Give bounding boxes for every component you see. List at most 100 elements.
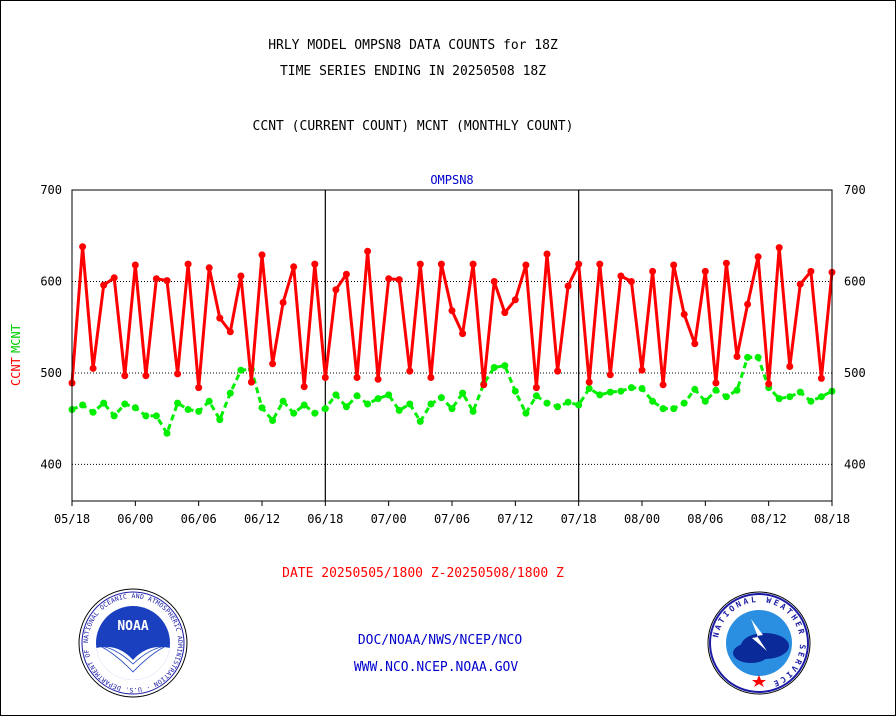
data-point-mcnt (459, 389, 467, 397)
data-point-ccnt (501, 309, 509, 317)
data-point-ccnt (247, 378, 255, 386)
y-axis-label-ccnt: CCNT (9, 357, 23, 386)
noaa-logo-label: NOAA (117, 619, 148, 634)
data-point-ccnt (459, 330, 467, 338)
data-point-mcnt (205, 397, 213, 405)
series-line-ccnt (70, 245, 834, 390)
data-point-ccnt (617, 272, 625, 280)
data-point-mcnt (606, 388, 614, 396)
tick-labels: 400 400 500 500 600 600 700 700 05/18 06/00 06/06 0… (40, 183, 865, 526)
x-tick-label: 08/06 (687, 512, 723, 526)
data-point-ccnt (121, 372, 129, 380)
data-point-ccnt (606, 371, 614, 379)
data-point-mcnt (321, 405, 329, 413)
data-point-mcnt (100, 399, 108, 407)
data-point-mcnt (448, 405, 456, 413)
data-point-ccnt (532, 384, 540, 392)
data-point-mcnt (543, 399, 551, 407)
data-point-mcnt (817, 393, 825, 401)
data-point-mcnt (712, 386, 720, 394)
data-point-ccnt (796, 280, 804, 288)
x-tick-label: 07/12 (497, 512, 533, 526)
data-point-mcnt (701, 397, 709, 405)
data-point-ccnt (269, 360, 277, 368)
x-tick-label: 08/12 (751, 512, 787, 526)
data-point-mcnt (469, 407, 477, 415)
data-point-ccnt (290, 263, 298, 271)
data-point-mcnt (754, 353, 762, 361)
data-point-mcnt (659, 405, 667, 413)
chart-title: HRLY MODEL OMPSN8 DATA COUNTS for 18Z (268, 38, 558, 53)
series-layer (68, 243, 836, 437)
data-point-ccnt (817, 374, 825, 382)
data-point-mcnt (649, 397, 657, 405)
data-point-ccnt (131, 261, 139, 269)
data-point-mcnt (617, 387, 625, 395)
x-tick-label: 07/18 (561, 512, 597, 526)
data-point-ccnt (722, 259, 730, 267)
data-point-ccnt (216, 314, 224, 322)
data-point-ccnt (279, 299, 287, 306)
chart-subtitle: TIME SERIES ENDING IN 20250508 18Z (279, 64, 547, 79)
data-point-ccnt (585, 378, 593, 386)
y-axis-label-mcnt: MCNT (9, 324, 23, 353)
data-point-mcnt (786, 393, 794, 401)
data-point-mcnt (575, 401, 583, 409)
data-point-mcnt (184, 406, 192, 413)
data-point-ccnt (152, 275, 160, 283)
data-point-mcnt (691, 385, 699, 393)
data-point-ccnt (258, 251, 266, 259)
data-point-ccnt (416, 260, 424, 268)
data-point-mcnt (385, 391, 393, 399)
data-point-ccnt (627, 278, 635, 285)
series-description: CCNT (CURRENT COUNT) MCNT (MONTHLY COUNT… (252, 119, 574, 134)
nws-logo[interactable]: NATIONAL WEATHER SERVICE (707, 591, 811, 695)
data-point-mcnt (775, 395, 783, 403)
data-point-ccnt (311, 260, 319, 268)
data-point-mcnt (733, 386, 741, 394)
data-point-ccnt (765, 380, 773, 388)
date-range: DATE 20250505/1800 Z-20250508/1800 Z (282, 566, 564, 581)
data-point-ccnt (342, 270, 350, 278)
data-point-mcnt (638, 385, 646, 392)
data-point-ccnt (374, 375, 382, 383)
data-point-ccnt (807, 267, 815, 275)
data-point-ccnt (480, 381, 488, 389)
data-point-mcnt (627, 384, 635, 392)
data-point-ccnt (364, 247, 372, 255)
data-point-mcnt (511, 387, 519, 395)
data-point-mcnt (437, 394, 445, 402)
data-point-ccnt (522, 261, 530, 269)
data-point-mcnt (290, 409, 298, 417)
agency-text: DOC/NOAA/NWS/NCEP/NCO (357, 633, 523, 648)
y-tick-label-left: 700 (40, 183, 62, 197)
data-point-mcnt (216, 416, 224, 424)
noaa-logo[interactable]: NATIONAL OCEANIC AND ATMOSPHERIC ADMINIS… (78, 588, 188, 698)
x-tick-label: 07/00 (371, 512, 407, 526)
x-tick-label: 05/18 (54, 512, 90, 526)
data-point-ccnt (670, 261, 678, 269)
data-point-ccnt (754, 253, 762, 261)
data-point-mcnt (279, 397, 287, 405)
data-point-ccnt (490, 278, 498, 285)
data-point-ccnt (89, 364, 97, 372)
data-point-ccnt (321, 374, 329, 381)
data-point-ccnt (511, 296, 519, 304)
data-point-mcnt (490, 364, 498, 371)
x-tick-label: 06/06 (181, 512, 217, 526)
data-point-ccnt (300, 383, 308, 391)
data-point-ccnt (395, 276, 403, 284)
data-point-ccnt (744, 300, 752, 308)
x-tick-label: 08/18 (814, 512, 850, 526)
x-tick-label: 06/12 (244, 512, 280, 526)
plot-label: OMPSN8 (430, 173, 473, 187)
data-point-mcnt (300, 401, 308, 409)
website-link[interactable]: WWW.NCO.NCEP.NOAA.GOV (353, 660, 519, 675)
data-point-mcnt (311, 409, 319, 417)
data-point-ccnt (237, 272, 245, 280)
data-point-mcnt (152, 412, 160, 420)
data-point-ccnt (775, 244, 783, 252)
data-point-mcnt (353, 392, 361, 400)
data-point-ccnt (226, 328, 234, 336)
